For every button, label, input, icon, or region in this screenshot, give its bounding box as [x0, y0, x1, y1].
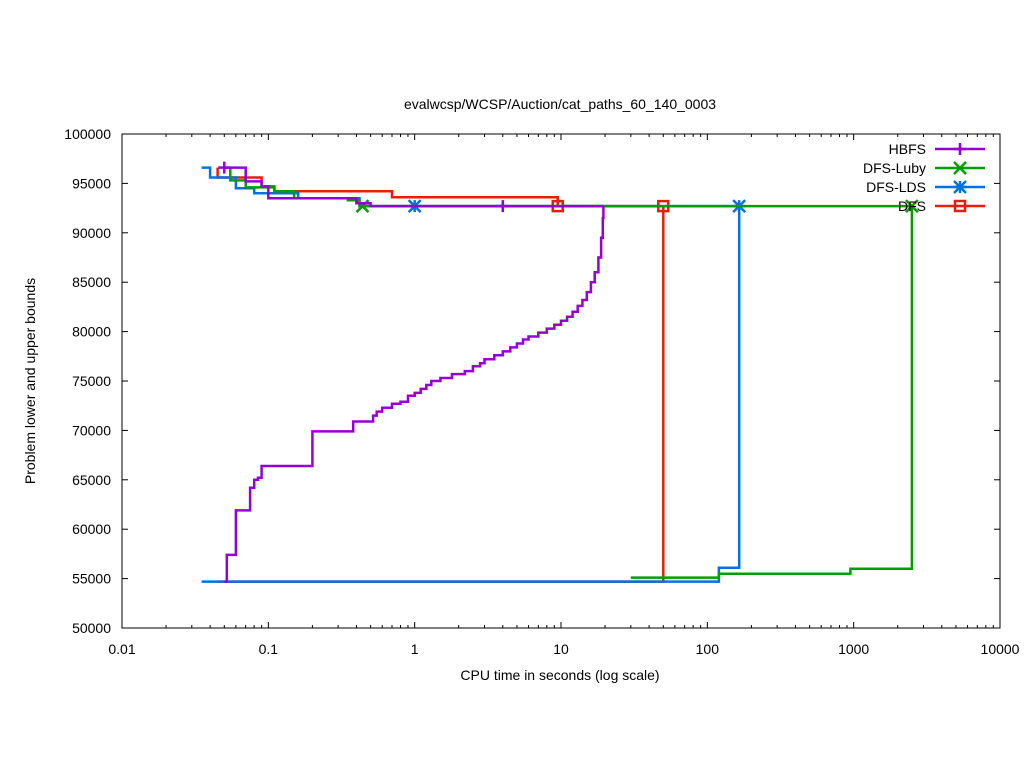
series-dfs-luby-lower-bound-line — [630, 206, 914, 579]
series-layer — [201, 161, 919, 583]
y-tick-label: 75000 — [72, 373, 111, 389]
series-dfs-luby — [229, 167, 919, 579]
series-dfs — [216, 167, 670, 583]
chart-title: evalwcsp/WCSP/Auction/cat_paths_60_140_0… — [404, 96, 716, 112]
y-axis-label: Problem lower and upper bounds — [22, 278, 38, 484]
y-tick-label: 80000 — [72, 324, 111, 340]
y-tick-label: 65000 — [72, 472, 111, 488]
legend-label-dfs-lds: DFS-LDS — [866, 179, 926, 195]
series-dfs-luby-marker — [905, 199, 919, 214]
x-axis-label: CPU time in seconds (log scale) — [460, 667, 659, 683]
legend-marker-dfs-luby — [953, 161, 967, 175]
series-dfs-upper-bound-line — [216, 167, 664, 208]
y-tick-label: 60000 — [72, 521, 111, 537]
legend-label-dfs-luby: DFS-Luby — [863, 160, 926, 176]
legend-marker-hbfs — [954, 143, 966, 155]
x-tick-label: 1 — [411, 641, 419, 657]
legend: HBFS DFS-Luby DFS-LDS DFS — [863, 141, 985, 214]
series-dfs-lower-bound-line — [217, 206, 665, 583]
legend-label-hbfs: HBFS — [889, 141, 926, 157]
series-dfs-luby-upper-bound-line — [229, 167, 912, 208]
x-tick-label: 10000 — [981, 641, 1020, 657]
series-dfs-lds-lower-bound-line — [201, 206, 741, 583]
y-tick-label: 95000 — [72, 175, 111, 191]
y-tick-label: 55000 — [72, 571, 111, 587]
x-tick-label: 10 — [553, 641, 569, 657]
y-tick-label: 90000 — [72, 225, 111, 241]
y-axis: 50000 55000 60000 65000 70000 75000 80000 85000… — [64, 126, 1000, 636]
y-tick-label: 70000 — [72, 422, 111, 438]
y-tick-label: 100000 — [64, 126, 111, 142]
x-tick-label: 0.01 — [108, 641, 135, 657]
series-hbfs-marker — [218, 161, 231, 174]
legend-marker-dfs — [953, 199, 967, 213]
x-tick-label: 1000 — [838, 641, 869, 657]
legend-marker-dfs-lds — [953, 180, 967, 194]
series-hbfs — [218, 161, 605, 583]
y-tick-label: 50000 — [72, 620, 111, 636]
series-hbfs-marker — [496, 200, 509, 213]
x-tick-label: 100 — [696, 641, 720, 657]
series-hbfs-upper-bound-line — [224, 166, 604, 208]
x-axis: 0.01 0.1 1 10 100 1000 10000 — [108, 134, 1020, 657]
x-tick-label: 0.1 — [259, 641, 279, 657]
y-tick-label: 85000 — [72, 274, 111, 290]
series-hbfs-lower-bound-line — [224, 206, 605, 583]
legend-label-dfs: DFS — [898, 198, 926, 214]
plot-frame — [121, 133, 1001, 629]
